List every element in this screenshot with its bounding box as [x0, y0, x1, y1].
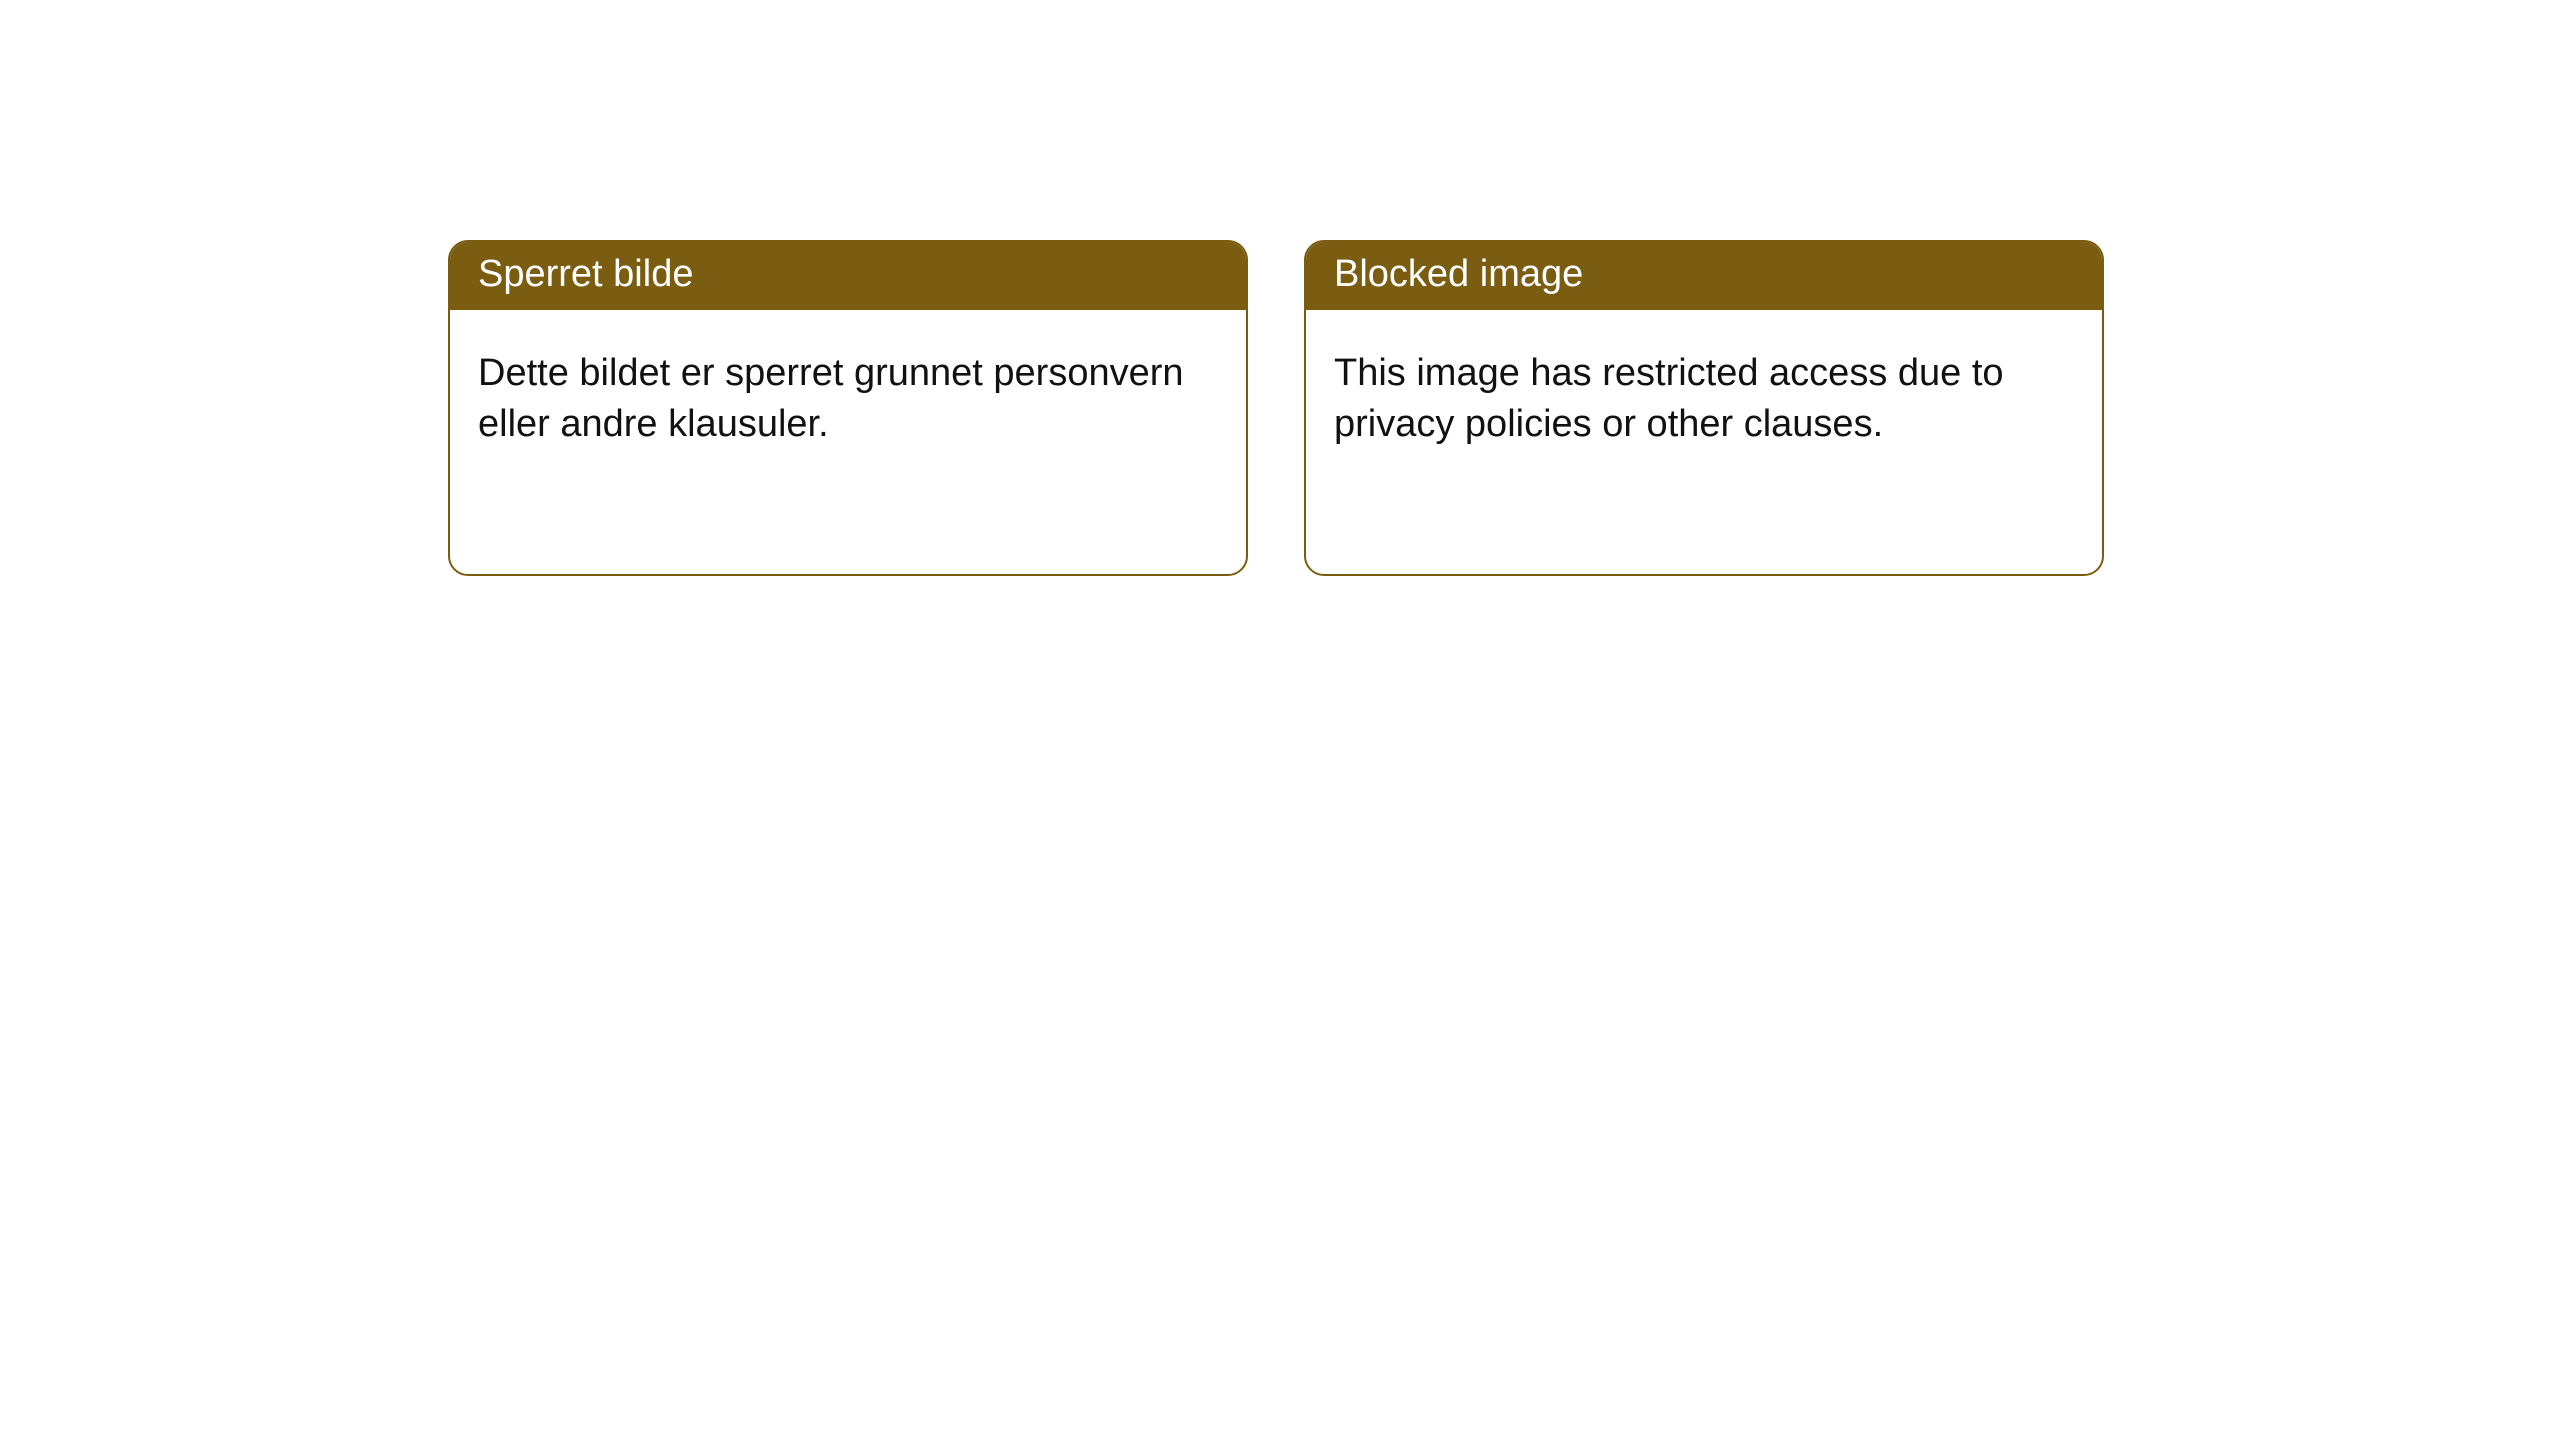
notice-title-no: Sperret bilde: [450, 242, 1246, 310]
notice-card-no: Sperret bilde Dette bildet er sperret gr…: [448, 240, 1248, 576]
notice-card-en: Blocked image This image has restricted …: [1304, 240, 2104, 576]
notice-body-en: This image has restricted access due to …: [1306, 310, 2102, 489]
notice-container: Sperret bilde Dette bildet er sperret gr…: [0, 0, 2560, 576]
notice-body-no: Dette bildet er sperret grunnet personve…: [450, 310, 1246, 489]
notice-title-en: Blocked image: [1306, 242, 2102, 310]
